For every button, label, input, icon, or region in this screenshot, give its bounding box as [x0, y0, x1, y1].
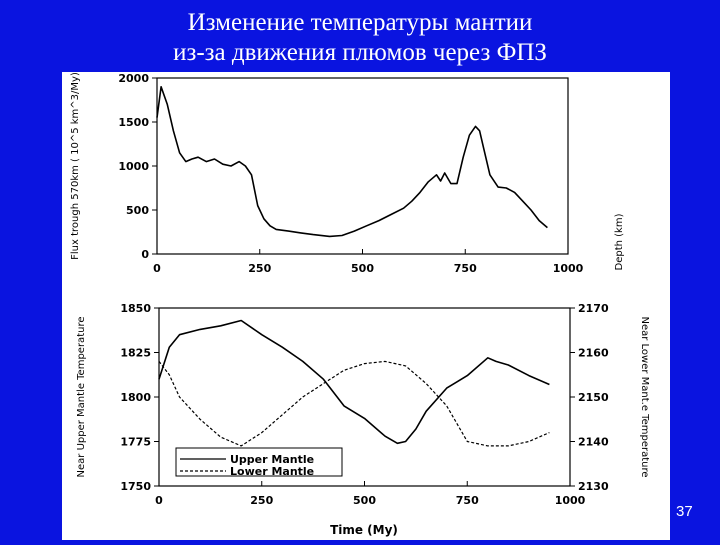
- legend-label-upper: Upper Mantle: [230, 453, 314, 466]
- flux-x-tick-label: 500: [351, 262, 374, 275]
- temp-y-tick-label: 1850: [120, 302, 151, 315]
- flux-y-tick-label: 0: [141, 248, 149, 261]
- slide-title-line-2: из-за движения плюмов через ФПЗ: [173, 39, 547, 66]
- temp-x-tick-label: 0: [155, 494, 163, 507]
- temp-y-tick-label: 1775: [120, 436, 151, 449]
- temp-legend-box: [175, 447, 343, 477]
- flux-series-line: [156, 86, 548, 238]
- temp-y-tick-label: 1750: [120, 480, 151, 493]
- flux-x-tick-label: 1000: [553, 262, 584, 275]
- flux-y-tick-label: 500: [126, 204, 149, 217]
- temp-y2-tick-label: 2160: [578, 347, 609, 360]
- temp-y-tick-label: 1825: [120, 347, 151, 360]
- slide-title: Изменение температуры мантии из-за движе…: [0, 8, 720, 68]
- temp-y-tick-label: 1800: [120, 391, 151, 404]
- temp-y2-tick-label: 2170: [578, 302, 609, 315]
- slide-title-line-1: Изменение температуры мантии: [187, 9, 533, 36]
- temp-x-tick-label: 750: [456, 494, 479, 507]
- flux-y-tick-label: 2000: [118, 72, 149, 85]
- flux-y-tick-label: 1000: [118, 160, 149, 173]
- chart-figure: 0 250 500 750 1000 0 500 1000 1500 2000 Flux troug…: [70, 72, 650, 537]
- temperature-chart: 0 250 500 750 1000 1750 1775 1800 1825 1850 2130 21…: [76, 302, 650, 537]
- flux-chart: 0 250 500 750 1000 0 500 1000 1500 2000 Flux troug…: [70, 72, 625, 275]
- legend-label-lower: Lower Mantle: [230, 465, 314, 478]
- temp-y-axis-label: Near Upper Mantle Temperature: [76, 317, 87, 478]
- temp-y2-axis-label: Near Lower Mant.e Temperature: [639, 316, 650, 477]
- flux-x-tick-label: 0: [153, 262, 161, 275]
- flux-x-tick-label: 250: [248, 262, 271, 275]
- flux-y-axis-label: Flux trough 570km ( 10^5 km^3/My): [70, 72, 81, 260]
- temp-x-tick-label: 500: [353, 494, 376, 507]
- temp-x-tick-label: 250: [250, 494, 273, 507]
- temp-x-tick-label: 1000: [555, 494, 586, 507]
- flux-y2-axis-label: Depth (km): [614, 213, 625, 270]
- chart-panel: 0 250 500 750 1000 0 500 1000 1500 2000 Flux troug…: [62, 72, 670, 540]
- upper-mantle-line: [158, 319, 550, 445]
- lower-mantle-line: [158, 360, 550, 447]
- temp-y2-tick-label: 2140: [578, 436, 609, 449]
- temp-y2-tick-label: 2130: [578, 480, 609, 493]
- slide-number: 37: [676, 503, 693, 520]
- flux-y-tick-label: 1500: [118, 116, 149, 129]
- flux-x-tick-label: 750: [454, 262, 477, 275]
- temp-x-axis-label: Time (My): [330, 523, 398, 537]
- temp-y2-tick-label: 2150: [578, 391, 609, 404]
